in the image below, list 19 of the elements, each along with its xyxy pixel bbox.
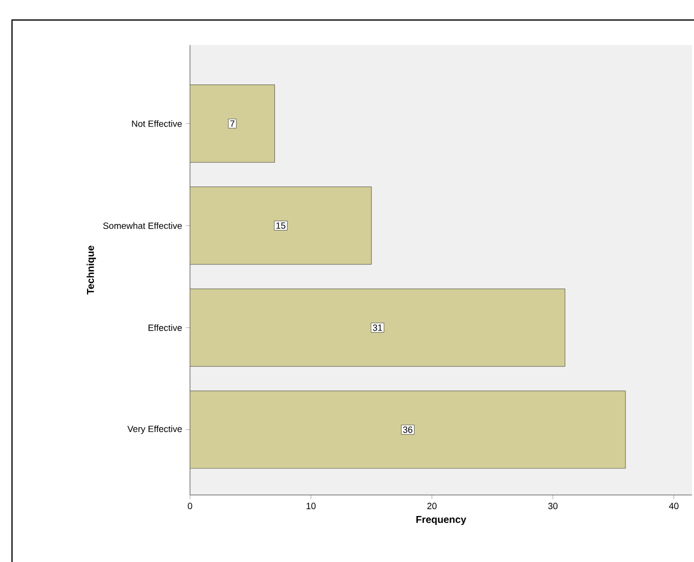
x-tick-label: 30: [548, 502, 558, 510]
x-tick-label: 10: [306, 502, 316, 510]
bar: [190, 390, 626, 469]
x-tick-label: 20: [427, 502, 437, 510]
x-tick-label: 0: [188, 502, 192, 510]
data-label: 7: [230, 120, 234, 127]
bar: [190, 288, 566, 367]
y-axis-title: Technique: [86, 246, 96, 295]
x-axis-title: Frequency: [416, 516, 466, 525]
x-tick-label: 40: [669, 502, 679, 510]
y-tick-label: Effective: [148, 324, 182, 331]
y-tick-label: Somewhat Effective: [103, 222, 182, 229]
y-tick-label: Very Effective: [127, 425, 182, 434]
data-label: 31: [372, 324, 382, 331]
bar: [190, 186, 372, 265]
data-label: 15: [276, 222, 286, 229]
bar: [190, 84, 275, 163]
y-tick-label: Not Effective: [132, 120, 182, 127]
data-label: 36: [403, 426, 412, 433]
